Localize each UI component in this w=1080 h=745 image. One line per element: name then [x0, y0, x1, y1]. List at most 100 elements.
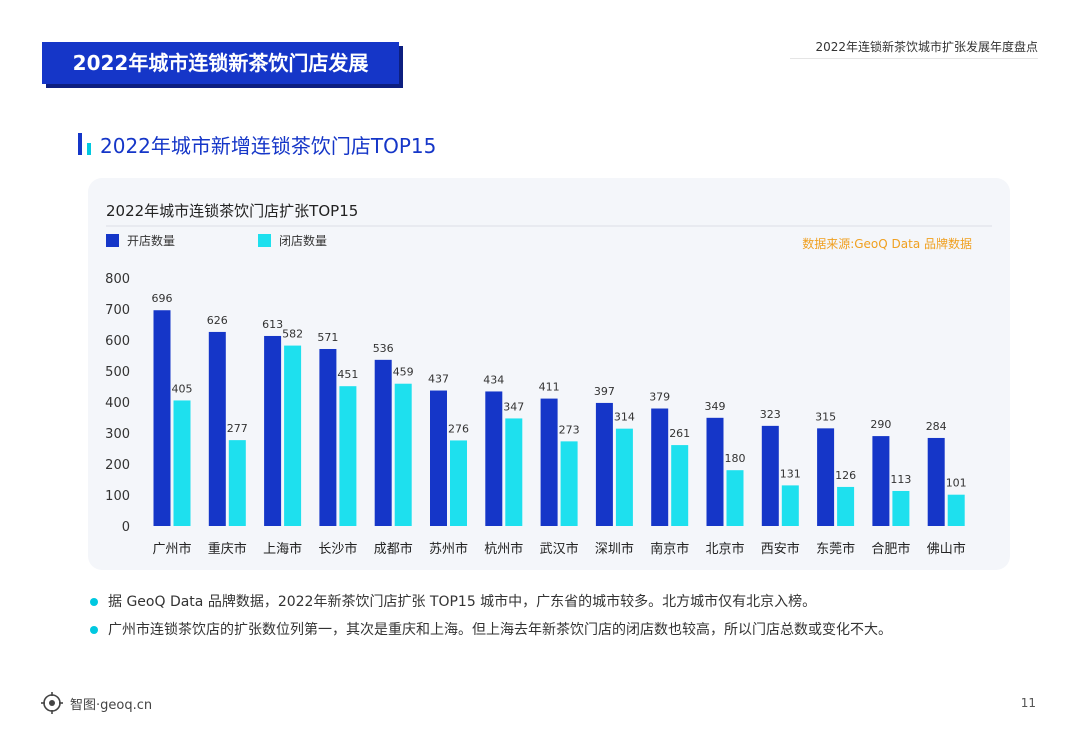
- bar-open: [430, 390, 447, 526]
- chart-title: 2022年城市连锁茶饮门店扩张TOP15: [106, 202, 358, 220]
- bar-open: [872, 436, 890, 526]
- data-label: 571: [317, 331, 338, 344]
- header-divider: [790, 58, 1038, 59]
- bar-open: [927, 437, 945, 526]
- bar-open: [208, 331, 226, 526]
- data-label: 131: [780, 467, 801, 480]
- bar-close: [173, 400, 191, 526]
- bar-close: [450, 440, 467, 526]
- data-label: 379: [649, 391, 670, 404]
- data-label: 180: [725, 452, 746, 465]
- bar-open: [264, 335, 282, 526]
- x-tick-label: 东莞市: [816, 541, 855, 557]
- footer-logo: 智图·geoq.cn: [40, 690, 152, 716]
- x-tick-label: 成都市: [374, 541, 413, 557]
- y-tick-label: 600: [105, 334, 130, 349]
- bullet-text: 据 GeoQ Data 品牌数据，2022年新茶饮门店扩张 TOP15 城市中，…: [108, 594, 817, 610]
- bar-close: [228, 440, 246, 526]
- x-tick-label: 北京市: [705, 541, 744, 557]
- legend-label: 闭店数量: [279, 233, 327, 248]
- summary-bullets: 据 GeoQ Data 品牌数据，2022年新茶饮门店扩张 TOP15 城市中，…: [90, 588, 1050, 644]
- page-number: 11: [1020, 696, 1036, 710]
- bullet-text: 广州市连锁茶饮店的扩张数位列第一，其次是重庆和上海。但上海去年新茶饮门店的闭店数…: [108, 622, 892, 638]
- data-label: 437: [428, 373, 449, 386]
- bar-open: [319, 348, 337, 526]
- bullet-dot-icon: [90, 626, 98, 634]
- legend-label: 开店数量: [127, 233, 175, 248]
- bullet-dot-icon: [90, 598, 98, 606]
- data-label: 323: [760, 408, 781, 421]
- x-tick-label: 苏州市: [429, 541, 468, 557]
- bar-close: [837, 486, 855, 526]
- data-label: 276: [448, 422, 469, 435]
- bar-open: [595, 402, 613, 526]
- y-tick-label: 500: [105, 365, 130, 380]
- data-label: 459: [393, 366, 414, 379]
- data-label: 536: [373, 342, 394, 355]
- x-tick-label: 西安市: [761, 541, 800, 557]
- bar-close: [892, 490, 910, 526]
- x-tick-label: 广州市: [152, 541, 191, 557]
- x-tick-label: 杭州市: [484, 541, 523, 557]
- bar-chart: 2022年城市连锁茶饮门店扩张TOP15 开店数量 闭店数量 数据来源:GeoQ …: [105, 202, 992, 557]
- banner-title: 2022年城市连锁新茶饮门店发展: [42, 42, 399, 84]
- data-label: 434: [483, 373, 504, 386]
- legend-swatch: [258, 234, 271, 247]
- bullet-item: 据 GeoQ Data 品牌数据，2022年新茶饮门店扩张 TOP15 城市中，…: [90, 588, 1050, 616]
- bar-close: [394, 383, 412, 526]
- data-label: 273: [559, 423, 580, 436]
- data-label: 349: [705, 400, 726, 413]
- y-tick-label: 400: [105, 396, 130, 411]
- x-tick-label: 重庆市: [208, 541, 247, 557]
- bar-open: [761, 425, 779, 526]
- data-label: 315: [815, 410, 836, 423]
- data-label: 277: [227, 422, 248, 435]
- section-marker-icon: [78, 133, 91, 155]
- chart-panel: 2022年城市连锁茶饮门店扩张TOP15 开店数量 闭店数量 数据来源:GeoQ …: [88, 178, 1010, 570]
- bar-open: [153, 310, 171, 526]
- bar-close: [781, 485, 799, 526]
- y-tick-label: 300: [105, 427, 130, 442]
- legend: 开店数量 闭店数量: [106, 233, 327, 248]
- bar-open: [374, 359, 392, 526]
- data-label: 397: [594, 385, 615, 398]
- x-tick-label: 佛山市: [927, 541, 966, 557]
- bar-close: [560, 441, 578, 526]
- source-note: 数据来源:GeoQ Data 品牌数据: [802, 236, 972, 251]
- data-label: 284: [926, 420, 947, 433]
- bar-close: [284, 345, 302, 526]
- data-label: 405: [172, 382, 193, 395]
- data-label: 696: [152, 292, 173, 305]
- data-label: 261: [669, 427, 690, 440]
- bar-open: [706, 417, 724, 526]
- footer-logo-text: 智图·geoq.cn: [70, 697, 153, 713]
- data-label: 626: [207, 314, 228, 327]
- y-tick-label: 0: [122, 520, 130, 535]
- report-title: 2022年连锁新茶饮城市扩张发展年度盘点: [815, 40, 1038, 54]
- legend-swatch: [106, 234, 119, 247]
- x-tick-label: 深圳市: [595, 541, 634, 557]
- bar-close: [726, 470, 744, 526]
- bar-close: [671, 445, 689, 526]
- data-label: 290: [870, 418, 891, 431]
- x-tick-label: 合肥市: [871, 541, 910, 557]
- data-label: 582: [282, 328, 303, 341]
- bar-close: [505, 418, 523, 526]
- data-label: 613: [262, 318, 283, 331]
- data-label: 347: [503, 400, 524, 413]
- compass-logo-icon: [41, 692, 63, 714]
- x-tick-label: 上海市: [263, 541, 302, 557]
- bar-open: [540, 398, 558, 526]
- y-tick-label: 700: [105, 303, 130, 318]
- bar-open: [485, 391, 503, 526]
- data-label: 451: [337, 368, 358, 381]
- y-tick-label: 200: [105, 458, 130, 473]
- y-tick-label: 100: [105, 489, 130, 504]
- data-label: 113: [890, 473, 911, 486]
- bar-close: [339, 386, 357, 526]
- y-axis: 0 100 200 300 400 500 600 700 800: [105, 272, 130, 535]
- bar-open: [651, 408, 669, 526]
- x-axis: 广州市 重庆市 上海市 长沙市 成都市 苏州市 杭州市 武汉市 深圳市 南京市 北京市 西安市 东莞市合…: [152, 541, 965, 557]
- data-label: 101: [946, 477, 967, 490]
- data-label: 126: [835, 469, 856, 482]
